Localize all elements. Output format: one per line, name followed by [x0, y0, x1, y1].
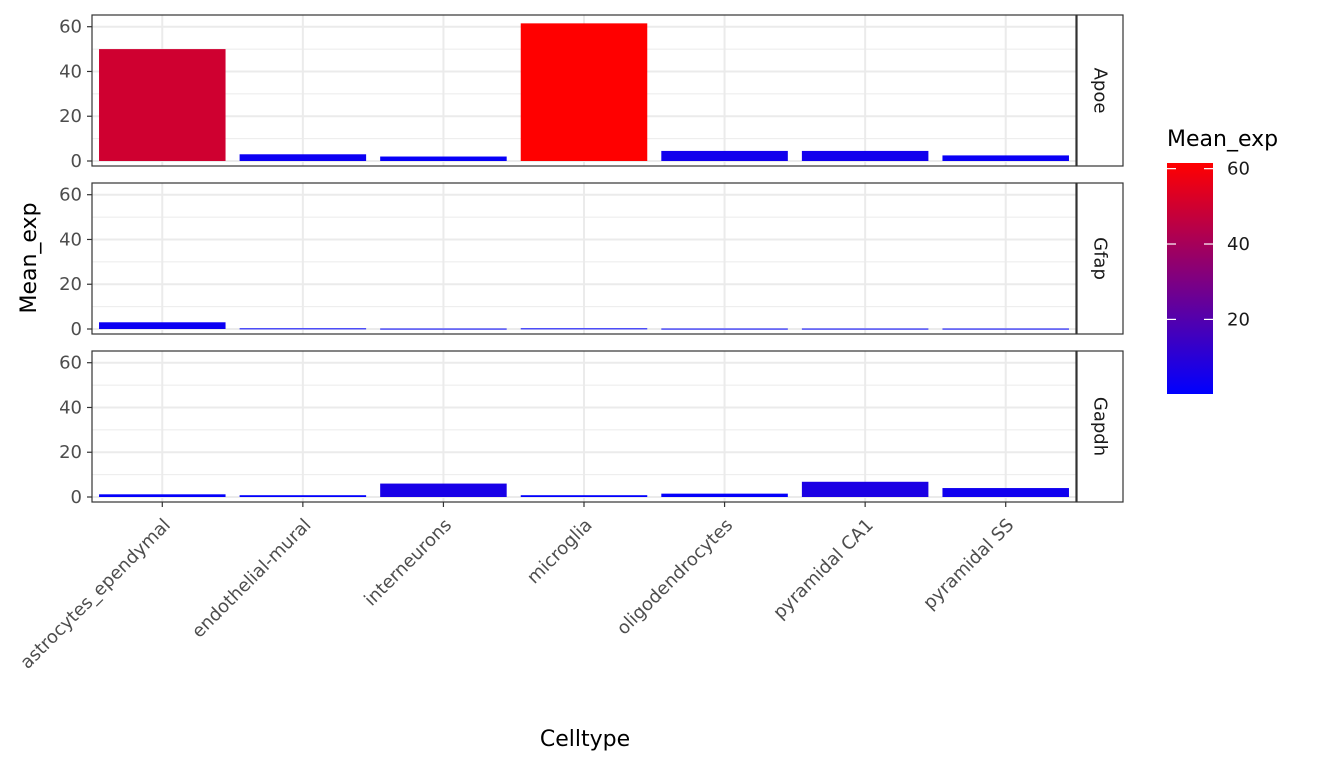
bar-gfap-pyramidal-ss: [942, 328, 1069, 330]
panel-border: [91, 182, 1077, 335]
facet-panel-gfap: 0 20 40 60 Gfap: [59, 182, 1124, 340]
x-axis-title: Celltype: [540, 727, 630, 752]
y-tick-label: 20: [59, 442, 82, 463]
y-tick-label: 40: [59, 397, 82, 418]
facet-panel-apoe: 0 20 40 60 Apoe: [59, 14, 1124, 172]
facet-panels: 0 20 40 60 Apoe 0 20 40 60 Gfap 0 20 40 60 Gapdh: [59, 14, 1124, 508]
bar-apoe-pyramidal-ca1: [801, 150, 929, 161]
facet-strip: [1076, 350, 1124, 503]
y-tick-label: 20: [59, 106, 82, 127]
bar-gfap-astrocytes-ependymal: [99, 322, 226, 329]
bar-gapdh-pyramidal-ca1: [801, 481, 929, 497]
legend-tick-label: 20: [1227, 309, 1250, 330]
y-tick-label: 0: [71, 487, 82, 508]
bar-apoe-oligodendrocytes: [661, 150, 788, 161]
y-tick-label: 20: [59, 274, 82, 295]
facet-strip-label: Gapdh: [1090, 397, 1111, 456]
legend-colorbar: [1167, 163, 1213, 394]
bar-gfap-pyramidal-ca1: [801, 328, 929, 330]
y-tick-label: 60: [59, 17, 82, 38]
bar-gapdh-endothelial-mural: [239, 495, 367, 497]
y-axis-title: Mean_exp: [17, 202, 42, 313]
bar-gapdh-oligodendrocytes: [661, 493, 788, 497]
facet-strip-label: Apoe: [1090, 68, 1111, 114]
legend-tick-label: 40: [1227, 234, 1250, 255]
panel-border: [91, 14, 1077, 167]
legend-ticks: 20 40 60: [1167, 159, 1250, 330]
y-tick-label: 60: [59, 353, 82, 374]
facet-strip: [1076, 182, 1124, 335]
facet-strip: [1076, 14, 1124, 167]
bar-gfap-interneurons: [380, 328, 507, 330]
bar-apoe-astrocytes-ependymal: [99, 49, 226, 161]
y-tick-label: 0: [71, 319, 82, 340]
bar-gfap-microglia: [520, 328, 648, 330]
bar-gfap-oligodendrocytes: [661, 328, 788, 330]
bar-apoe-microglia: [520, 23, 648, 161]
bar-gapdh-pyramidal-ss: [942, 488, 1069, 497]
bar-gfap-endothelial-mural: [239, 328, 367, 330]
bar-gapdh-microglia: [520, 495, 648, 497]
legend-tick-label: 60: [1227, 159, 1250, 180]
bar-gapdh-interneurons: [380, 483, 507, 497]
y-tick-label: 40: [59, 229, 82, 250]
facet-panel-gapdh: 0 20 40 60 Gapdh: [59, 350, 1124, 508]
y-tick-label: 40: [59, 61, 82, 82]
bar-apoe-interneurons: [380, 156, 507, 161]
legend: Mean_exp 20 40 60: [1167, 127, 1278, 394]
y-tick-label: 0: [71, 151, 82, 172]
bar-apoe-endothelial-mural: [239, 154, 367, 161]
facet-strip-label: Gfap: [1090, 237, 1111, 280]
bar-gapdh-astrocytes-ependymal: [99, 494, 226, 497]
bar-apoe-pyramidal-ss: [942, 155, 1069, 161]
legend-title: Mean_exp: [1167, 127, 1278, 152]
y-tick-label: 60: [59, 185, 82, 206]
